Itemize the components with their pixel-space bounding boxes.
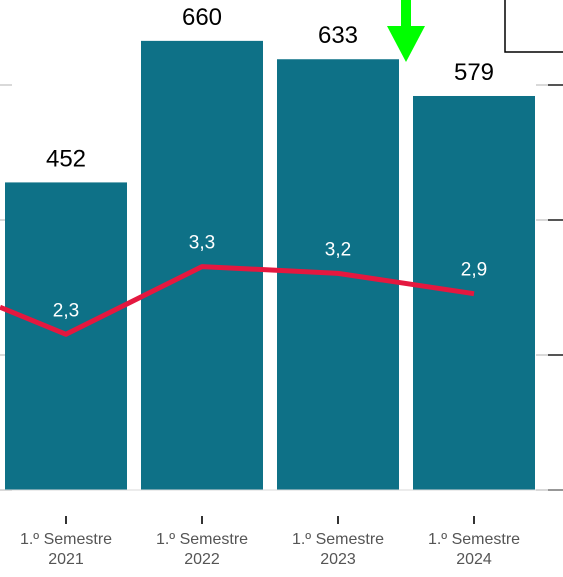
x-tick-label: 1.º Semestre: [428, 531, 520, 548]
bar-value-label: 633: [318, 22, 358, 49]
line-value-label: 3,2: [325, 239, 351, 260]
bar-value-label: 660: [182, 4, 222, 31]
line-value-label: 3,3: [189, 233, 215, 254]
x-tick-label: 1.º Semestre: [156, 531, 248, 548]
bar-value-label: 579: [454, 59, 494, 86]
legend-box-fragment: [504, 0, 563, 53]
x-tick-label: 2022: [184, 551, 220, 568]
bars: [5, 40, 535, 491]
bar-value-label: 452: [46, 145, 86, 172]
line-value-label: 2,3: [53, 300, 79, 321]
annotations: [387, 0, 425, 62]
x-tick-label: 1.º Semestre: [20, 531, 112, 548]
x-axis: 1.º Semestre 2021 1.º Semestre 2022 1.º Seme…: [0, 489, 563, 568]
line-value-label: 2,9: [461, 260, 487, 281]
line-series-path: [0, 264, 475, 337]
x-tick-label: 1.º Semestre: [292, 531, 384, 548]
line-series: [0, 264, 475, 337]
x-tick-label: 2024: [456, 551, 492, 568]
green-down-arrow-icon: [387, 0, 425, 62]
x-tick-label: 2021: [48, 551, 84, 568]
x-tick-label: 2023: [320, 551, 356, 568]
data-labels: 452 660 633 579 2,3 3,3 3,2 2,9: [46, 4, 494, 321]
